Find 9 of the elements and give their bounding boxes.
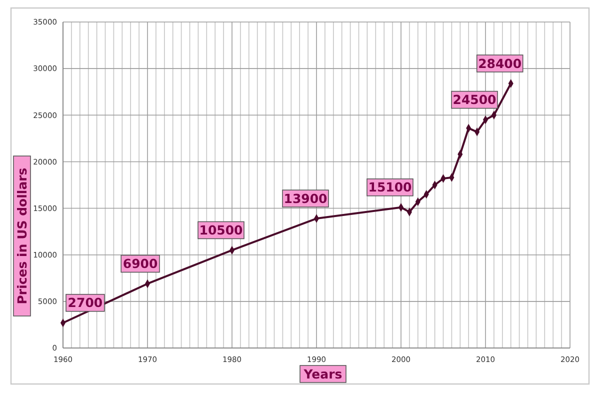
x-axis-title: Years	[302, 366, 342, 382]
data-label: 2700	[68, 295, 103, 310]
data-label: 13900	[284, 190, 328, 206]
data-label: 28400	[478, 56, 522, 71]
data-label: 6900	[122, 256, 158, 272]
data-label: 24500	[452, 92, 497, 108]
data-label: 15100	[368, 180, 412, 195]
y-axis-title: Prices in US dollars	[14, 168, 30, 304]
data-label: 10500	[199, 222, 244, 238]
